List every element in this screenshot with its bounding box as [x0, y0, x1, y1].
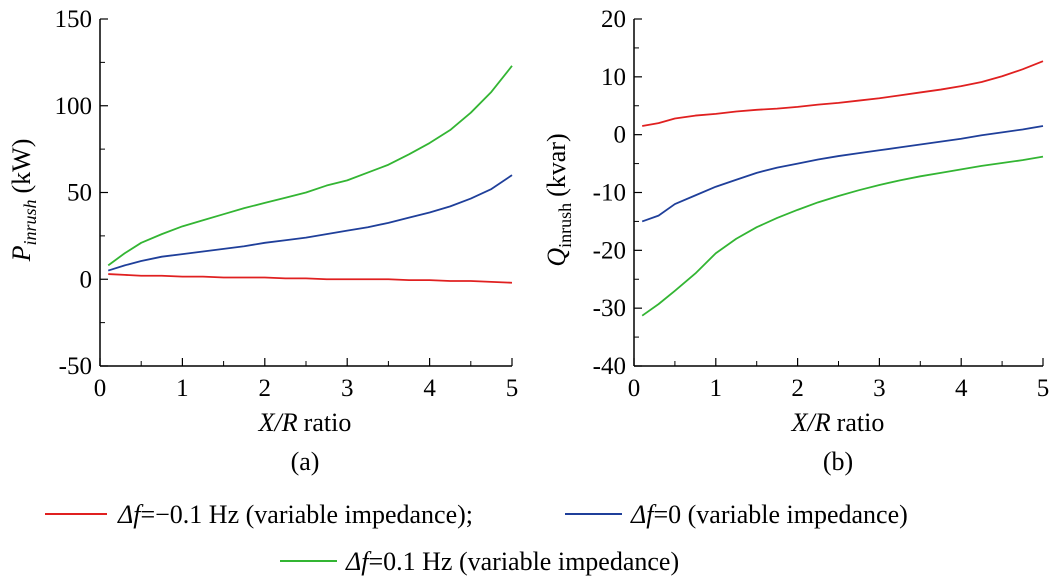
- series-line-neg: [108, 273, 513, 284]
- y-tick-label: 50: [67, 180, 92, 207]
- panel-b-xlabel: X/R ratio: [791, 408, 885, 437]
- y-tick-label: 20: [601, 6, 626, 33]
- legend-label-zero: Δf=0 (variable impedance): [630, 500, 908, 529]
- x-tick-label: 4: [423, 375, 436, 402]
- series-line-zero: [107, 174, 513, 272]
- legend-label-pos: Δf=0.1 Hz (variable impedance): [345, 547, 679, 576]
- y-tick-label: 0: [80, 266, 93, 293]
- y-tick-label: -50: [59, 353, 92, 380]
- x-tick-label: 3: [341, 375, 354, 402]
- x-tick-label: 3: [873, 375, 886, 402]
- series-line-pos: [107, 65, 513, 267]
- legend-label-neg: Δf=−0.1 Hz (variable impedance);: [117, 500, 473, 529]
- panel-b-chart: -40 -30 -20 -10 0 10 20 0 1 2 3 4 5 Qinrush(kvar) X/…: [542, 6, 1049, 476]
- x-tick-label: 2: [259, 375, 272, 402]
- legend-item-zero: Δf=0 (variable impedance): [565, 500, 908, 529]
- panel-b-axes: -40 -30 -20 -10 0 10 20 0 1 2 3 4 5: [593, 6, 1050, 402]
- panel-a-series: [107, 65, 513, 284]
- series-line-pos: [641, 155, 1044, 317]
- x-tick-label: 5: [1037, 375, 1050, 402]
- y-tick-label: 10: [601, 64, 626, 91]
- y-tick-label: 150: [55, 6, 93, 33]
- x-tick-label: 4: [955, 375, 968, 402]
- legend-item-neg: Δf=−0.1 Hz (variable impedance);: [45, 500, 473, 529]
- panel-b-ylabel: Qinrush(kvar): [542, 133, 575, 266]
- y-tick-label: -20: [593, 237, 626, 264]
- x-tick-label: 2: [791, 375, 804, 402]
- panel-a-xlabel: X/R ratio: [258, 408, 352, 437]
- series-line-zero: [641, 125, 1044, 223]
- legend-item-pos: Δf=0.1 Hz (variable impedance): [280, 547, 679, 576]
- y-tick-label: -30: [593, 295, 626, 322]
- x-tick-label: 5: [506, 375, 519, 402]
- panel-b-label: (b): [823, 447, 853, 476]
- panel-a-label: (a): [291, 447, 320, 476]
- panel-b-series: [641, 60, 1044, 317]
- x-tick-label: 0: [628, 375, 641, 402]
- panel-a-ylabel: Pinrush(kW): [7, 139, 40, 263]
- series-line-neg: [642, 60, 1044, 127]
- x-tick-label: 1: [176, 375, 189, 402]
- y-tick-label: -10: [593, 180, 626, 207]
- y-tick-label: 100: [55, 93, 93, 120]
- x-tick-label: 0: [94, 375, 107, 402]
- legend: Δf=−0.1 Hz (variable impedance); Δf=0 (v…: [45, 500, 908, 576]
- x-tick-label: 1: [710, 375, 723, 402]
- y-tick-label: -40: [593, 353, 626, 380]
- y-tick-label: 0: [614, 122, 627, 149]
